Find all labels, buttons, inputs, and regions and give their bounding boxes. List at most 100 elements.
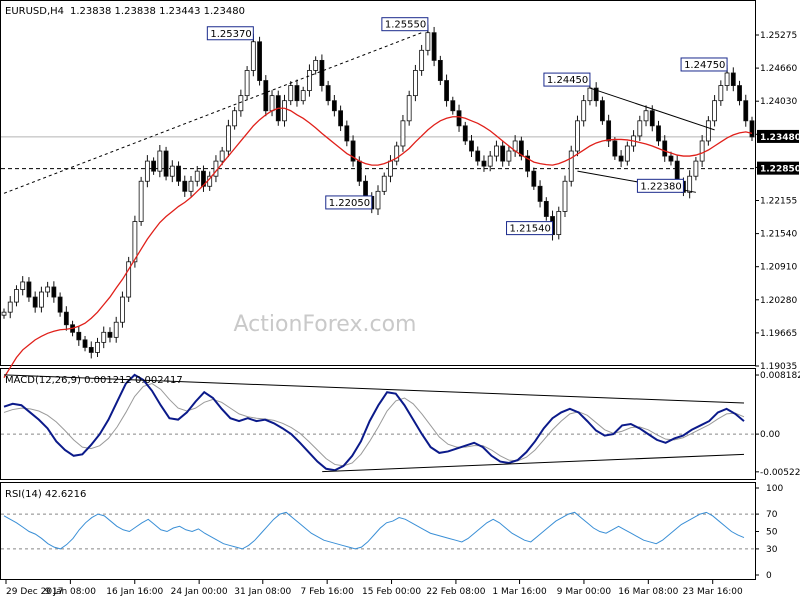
price-level-labels: 1.25370 1.25550 1.22050 1.24450 1.21540 1.223… bbox=[206, 17, 728, 236]
candle-body bbox=[188, 180, 194, 192]
candle-body bbox=[581, 100, 587, 122]
candle-body bbox=[257, 41, 262, 81]
candle-body bbox=[693, 160, 699, 177]
candle-body bbox=[113, 321, 119, 338]
candle-body bbox=[126, 261, 132, 298]
candle-body bbox=[95, 341, 100, 353]
time-tick-label: 7 Feb 16:00 bbox=[300, 587, 354, 597]
candle-body bbox=[724, 72, 730, 86]
candle-body bbox=[525, 155, 530, 172]
rsi-tick-label: 100 bbox=[766, 484, 783, 494]
macd-tick-label: -0.005223 bbox=[760, 468, 800, 478]
candle-body bbox=[176, 165, 181, 182]
label-box bbox=[325, 195, 373, 210]
candle-body bbox=[649, 110, 655, 127]
candle-body bbox=[26, 281, 32, 298]
candle-body bbox=[375, 190, 381, 210]
candle-body bbox=[82, 339, 88, 348]
macd-tick-label: 0.00 bbox=[760, 430, 780, 440]
label-box bbox=[381, 17, 429, 32]
candle-body bbox=[325, 85, 331, 102]
candle-body bbox=[57, 296, 63, 313]
rsi-title: RSI(14) 42.6216 bbox=[5, 489, 86, 500]
candle-body bbox=[288, 85, 294, 102]
candle-body bbox=[356, 160, 362, 182]
candle-body bbox=[388, 160, 393, 177]
candle-body bbox=[431, 32, 437, 61]
candle-body bbox=[674, 160, 680, 182]
price-label: 1.22050 bbox=[329, 198, 370, 209]
current-price-tag bbox=[757, 129, 799, 143]
macd-axis: 0.008182 0.00 -0.005223 bbox=[1, 371, 800, 478]
candle-body bbox=[182, 180, 188, 192]
candle-body bbox=[381, 175, 387, 192]
candle-body bbox=[425, 32, 431, 51]
candle-body bbox=[138, 180, 144, 222]
symbol-label: EURUSD,H4 bbox=[5, 6, 64, 17]
trendline bbox=[3, 32, 422, 194]
candle-body bbox=[743, 100, 749, 122]
candle-body bbox=[618, 155, 624, 162]
candle-body bbox=[151, 160, 157, 172]
price-tick-label: 1.19665 bbox=[760, 329, 797, 339]
candle-body bbox=[406, 95, 412, 122]
candle-body bbox=[63, 311, 69, 326]
candle-body bbox=[624, 145, 630, 162]
price-tick-label: 1.24030 bbox=[760, 97, 797, 107]
candle-body bbox=[219, 150, 225, 162]
candle-body bbox=[699, 140, 705, 162]
candle-body bbox=[101, 331, 107, 343]
price-reference-lines: 1.23480 1.22850 bbox=[1, 129, 800, 175]
candle-body bbox=[643, 110, 649, 122]
candle-body bbox=[45, 286, 51, 293]
candle-body bbox=[250, 41, 256, 71]
candle-body bbox=[313, 59, 319, 71]
candle-body bbox=[294, 85, 300, 102]
candle-body bbox=[169, 165, 175, 177]
candle-body bbox=[194, 170, 200, 182]
price-tick-label: 1.25275 bbox=[760, 31, 797, 41]
candle-body bbox=[76, 331, 82, 341]
candle-body bbox=[475, 150, 481, 162]
candle-body bbox=[201, 170, 206, 187]
candle-body bbox=[163, 150, 169, 177]
label-box bbox=[206, 26, 254, 41]
candle-body bbox=[456, 110, 462, 127]
rsi-axis: 100 70 50 30 0 bbox=[1, 484, 783, 581]
time-tick-label: 9 Mar 00:00 bbox=[557, 587, 612, 597]
macd-signal-line bbox=[3, 383, 745, 467]
candle-body bbox=[319, 59, 325, 86]
candle-body bbox=[263, 80, 269, 112]
candle-body bbox=[687, 175, 693, 193]
rsi-lines bbox=[3, 511, 745, 550]
candle-body bbox=[737, 85, 742, 102]
price-panel-frame bbox=[0, 0, 756, 366]
price-tick-label: 1.24660 bbox=[760, 64, 797, 74]
candle-body bbox=[612, 140, 618, 157]
candle-body bbox=[444, 80, 449, 102]
candle-body bbox=[556, 211, 562, 236]
candle-body bbox=[606, 120, 612, 142]
support-price-text: 1.22850 bbox=[760, 165, 800, 175]
candle-body bbox=[350, 140, 356, 162]
rsi-tick-label: 70 bbox=[766, 510, 778, 520]
price-tick-label: 1.20910 bbox=[760, 263, 797, 273]
candle-body bbox=[225, 125, 231, 152]
time-tick-label: 29 Dec 2017 bbox=[6, 587, 64, 597]
time-tick-label: 24 Jan 00:00 bbox=[171, 587, 228, 597]
time-tick-label: 23 Mar 16:00 bbox=[683, 587, 743, 597]
price-label: 1.21540 bbox=[510, 224, 551, 235]
candle-body bbox=[419, 49, 425, 71]
candle-body bbox=[593, 87, 599, 102]
label-box bbox=[680, 57, 728, 72]
time-tick-label: 22 Feb 08:00 bbox=[426, 587, 485, 597]
price-axis: 1.252751.246601.240301.234151.227851.221… bbox=[755, 31, 797, 372]
candle-body bbox=[600, 100, 605, 122]
candle-body bbox=[656, 125, 661, 142]
ma-line bbox=[3, 107, 753, 378]
candle-body bbox=[300, 90, 306, 102]
candle-body bbox=[238, 95, 244, 112]
candle-body bbox=[363, 180, 368, 197]
candle-body bbox=[637, 120, 643, 137]
